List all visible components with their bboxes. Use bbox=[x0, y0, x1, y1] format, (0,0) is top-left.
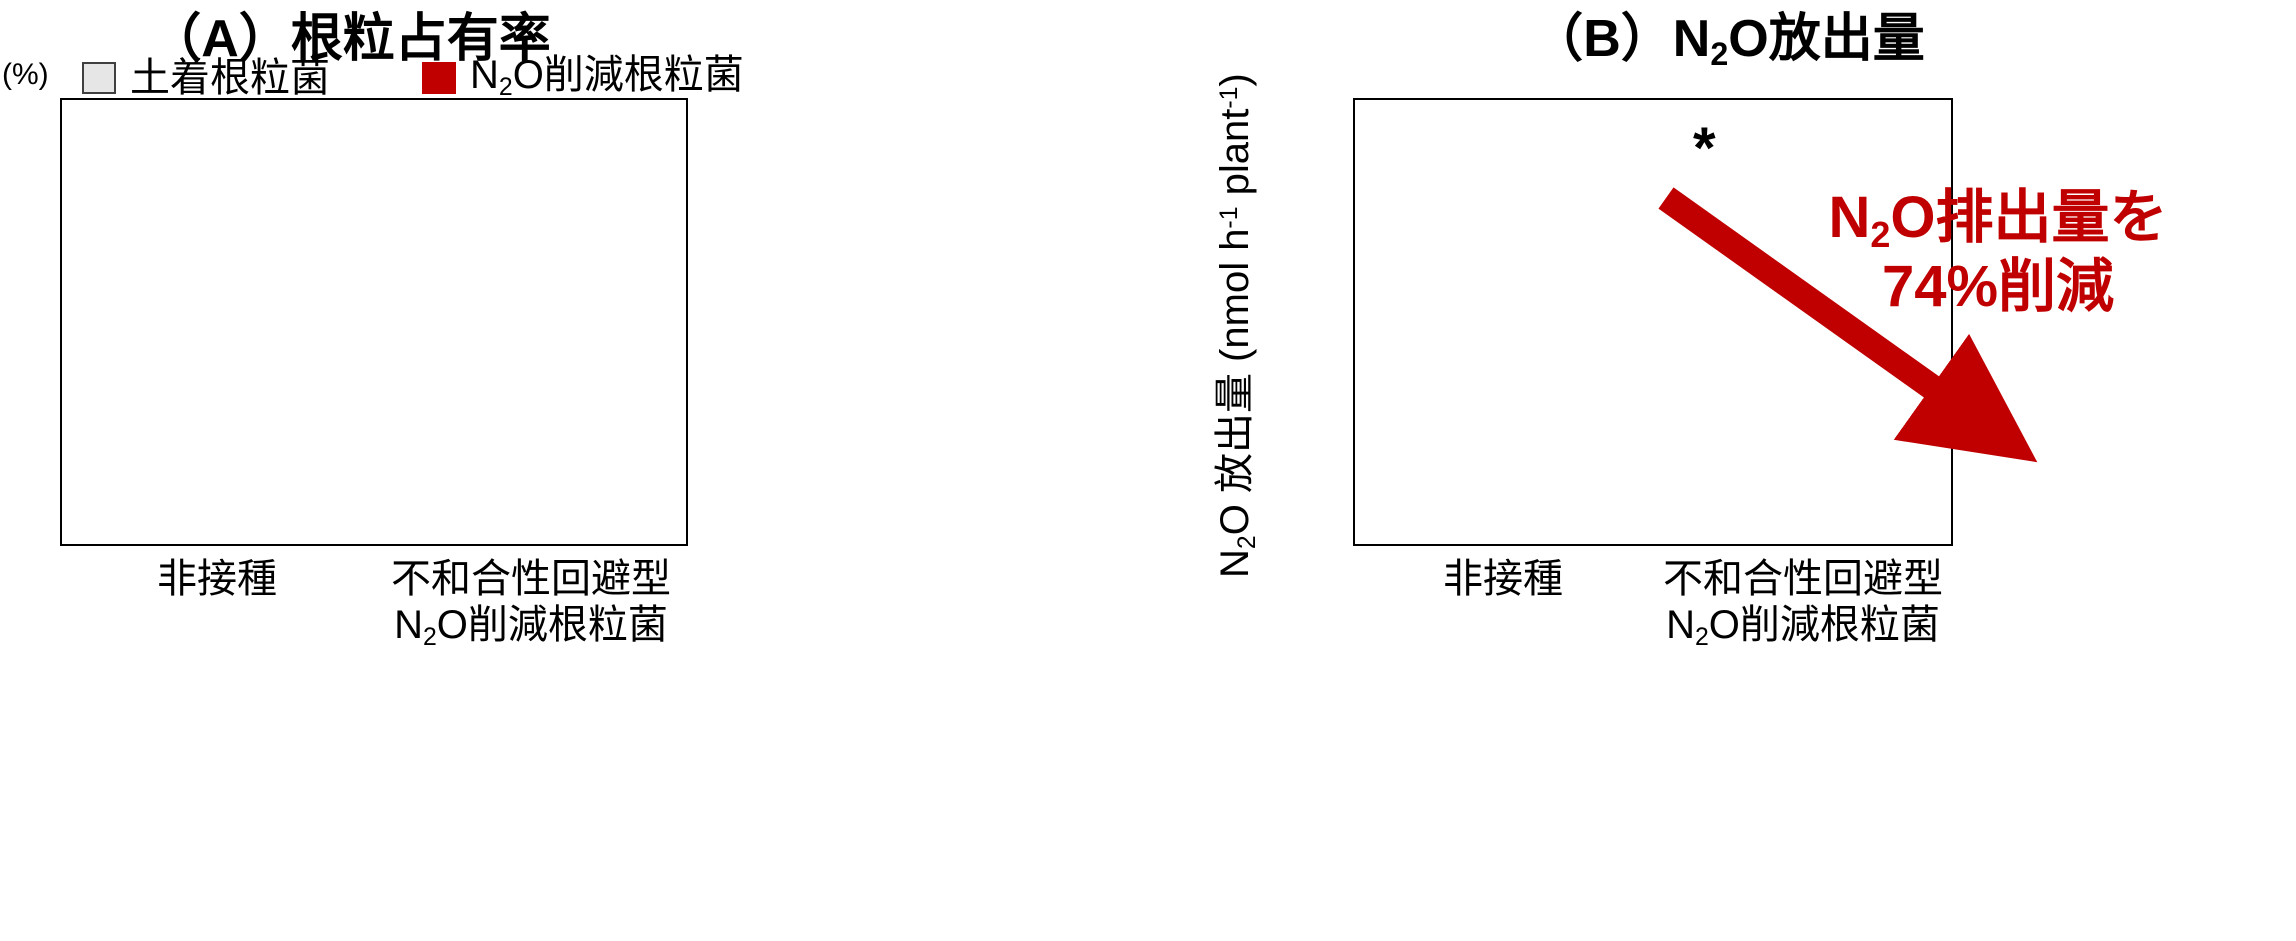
panel-a-x-label-1-line2: N2O削減根粒菌 bbox=[374, 602, 688, 652]
panel-b-y-axis-label-end: ) bbox=[1213, 73, 1258, 87]
legend-swatch-native-icon bbox=[82, 62, 116, 94]
panel-a-title-text: 根粒占有率 bbox=[290, 10, 551, 68]
reduction-annotation-line1-sub: 2 bbox=[1870, 214, 1891, 256]
panel-a-x-label-0-line1: 非接種 bbox=[157, 557, 277, 601]
reduction-annotation-line1: N2O排出量を bbox=[1738, 185, 2258, 256]
reduction-annotation-line1-post: O排出量を bbox=[1890, 185, 2168, 250]
legend-swatch-n2o-reducing-icon bbox=[422, 62, 456, 94]
panel-a-x-label-0: 非接種 bbox=[60, 556, 374, 602]
panel-a-x-label-1-line2-post: O削減根粒菌 bbox=[436, 603, 668, 647]
significance-asterisk: * bbox=[1693, 116, 1716, 181]
panel-b-plot-area bbox=[1353, 98, 1953, 546]
panel-b-x-label-1-line2: N2O削減根粒菌 bbox=[1653, 602, 1953, 652]
panel-a-x-label-1-line2-sub: 2 bbox=[422, 623, 437, 651]
panel-a-x-label-1-line1: 不和合性回避型 bbox=[391, 557, 671, 601]
legend-item-n2o-reducing: N2O削減根粒菌 bbox=[422, 55, 744, 101]
reduction-annotation-line1-pre: N bbox=[1828, 185, 1871, 250]
panel-b-title-sub: 2 bbox=[1710, 36, 1729, 73]
reduction-annotation-line2: 74%削減 bbox=[1881, 254, 2115, 320]
panel-b-x-label-1: 不和合性回避型 N2O削減根粒菌 bbox=[1653, 556, 1953, 652]
panel-a: （A）根粒占有率 (%) 土着根粒菌 N2O削減根粒菌 非接種 不和合性回避型 … bbox=[0, 0, 744, 652]
panel-b-y-axis-label-pre: N bbox=[1213, 549, 1258, 578]
panel-a-y-axis bbox=[0, 98, 60, 546]
reduction-annotation: N2O排出量を 74%削減 bbox=[1738, 185, 2258, 320]
panel-a-x-label-1: 不和合性回避型 N2O削減根粒菌 bbox=[374, 556, 688, 652]
legend-label-n2o-post: O削減根粒菌 bbox=[512, 53, 744, 98]
legend-label-native: 土着根粒菌 bbox=[130, 56, 330, 100]
panel-b-x-label-1-line1: 不和合性回避型 bbox=[1663, 557, 1943, 601]
panel-b-y-axis bbox=[741, 98, 1341, 546]
panel-b-x-label-1-line2-sub: 2 bbox=[1694, 623, 1709, 651]
panel-b-title-pre: N bbox=[1672, 10, 1711, 68]
legend-label-n2o-pre: N bbox=[470, 53, 499, 98]
legend-item-native: 土着根粒菌 bbox=[82, 58, 330, 98]
panel-b-title-post: O放出量 bbox=[1728, 10, 1925, 68]
panel-b: （B）N2O放出量 N2O 放出量 (nmol h-1 plant-1) * N… bbox=[1148, 0, 2296, 941]
panel-b-title-prefix: （B） bbox=[1531, 10, 1673, 68]
legend-label-n2o-reducing: N2O削減根粒菌 bbox=[470, 55, 744, 101]
panel-b-title: （B）N2O放出量 bbox=[1448, 0, 2008, 73]
panel-a-title: （A）根粒占有率 bbox=[0, 0, 700, 71]
panel-a-plot-area bbox=[60, 98, 688, 546]
panel-b-x-label-1-line2-post: O削減根粒菌 bbox=[1708, 603, 1940, 647]
panel-a-unit-label: (%) bbox=[2, 58, 49, 91]
reduction-arrow-icon bbox=[1658, 187, 2038, 463]
panel-b-x-label-1-line2-pre: N bbox=[1666, 603, 1695, 647]
panel-a-title-prefix: （A） bbox=[149, 10, 291, 68]
panel-a-legend: 土着根粒菌 N2O削減根粒菌 bbox=[82, 55, 744, 100]
legend-label-n2o-sub: 2 bbox=[498, 74, 513, 102]
panel-b-x-label-0: 非接種 bbox=[1353, 556, 1653, 602]
panel-a-x-label-1-line2-pre: N bbox=[394, 603, 423, 647]
panel-b-x-label-0-line1: 非接種 bbox=[1443, 557, 1563, 601]
